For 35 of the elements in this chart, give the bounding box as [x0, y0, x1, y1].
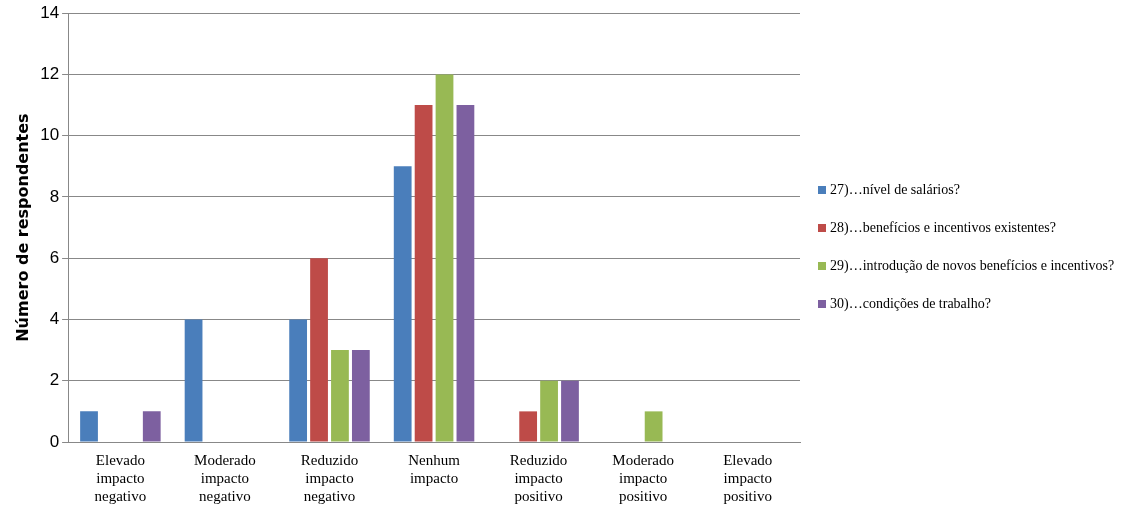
x-tick-label: Elevado impacto positivo: [723, 451, 773, 504]
bar: [393, 166, 412, 442]
bar: [540, 380, 558, 442]
bar: [644, 411, 663, 442]
legend-label: 27)…nível de salários?: [830, 182, 960, 198]
x-tick-label: Moderado impacto positivo: [612, 451, 674, 504]
y-axis-title: Número de respondentes: [12, 113, 32, 342]
bar: [80, 411, 98, 442]
bar: [414, 105, 433, 442]
bar: [456, 105, 475, 442]
bar: [289, 319, 308, 442]
legend-label: 29)…introdução de novos benefícios e incentivos?: [830, 258, 1115, 274]
bar: [561, 380, 579, 442]
y-tick-label: 8: [49, 186, 60, 206]
y-tick-label: 6: [49, 247, 60, 267]
y-tick-label: 0: [49, 431, 60, 451]
legend-label: 28)…benefícios e incentivos existentes?: [830, 220, 1056, 236]
y-tick-label: 12: [40, 64, 60, 84]
x-tick-label: Reduzido impacto positivo: [509, 451, 568, 504]
legend-label: 30)…condições de trabalho?: [830, 296, 991, 312]
y-tick-label: 14: [40, 2, 60, 22]
x-tick-label: Moderado impacto negativo: [194, 451, 256, 504]
bar: [310, 258, 328, 442]
bar: [142, 411, 161, 442]
bar: [435, 74, 454, 442]
y-tick-label: 4: [49, 309, 60, 329]
x-tick-label: Nenhum impacto: [408, 451, 461, 486]
x-tick-label: Elevado impacto negativo: [94, 451, 147, 504]
bar: [331, 350, 349, 442]
bar: [184, 319, 203, 442]
bar: [519, 411, 538, 442]
bar: [351, 350, 370, 442]
y-tick-label: 2: [49, 370, 60, 390]
x-tick-label: Reduzido impacto negativo: [300, 451, 359, 504]
y-tick-label: 10: [40, 125, 60, 145]
